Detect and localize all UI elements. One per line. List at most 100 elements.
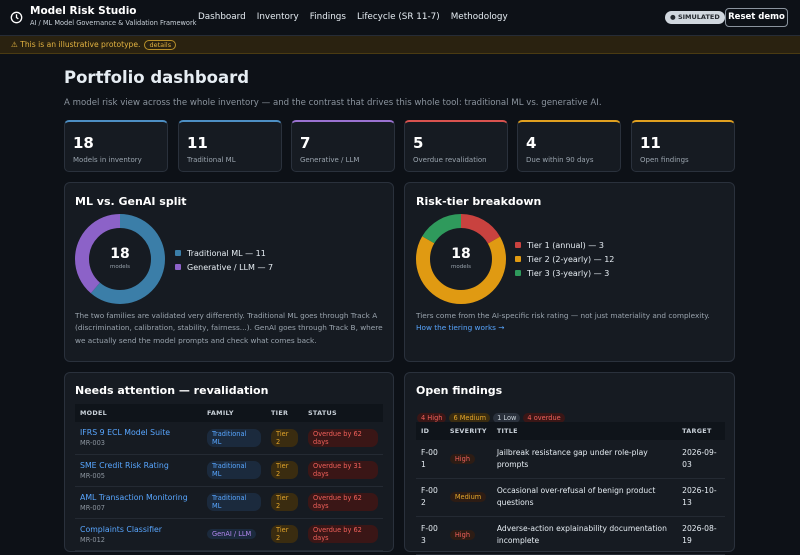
status-cell: Overdue by 31 days [303, 454, 383, 487]
panel-title: Needs attention — revalidation [75, 384, 269, 397]
kpi-card: 7 Generative / LLM [291, 120, 395, 172]
mode-pill: ● SIMULATED [665, 11, 725, 24]
model-name[interactable]: IFRS 9 ECL Model Suite [80, 428, 171, 438]
column-header: ID [416, 422, 445, 440]
model-name[interactable]: AML Transaction Monitoring [80, 492, 188, 502]
status-badge: Overdue by 62 days [308, 493, 378, 511]
status-cell: Overdue by 62 days [303, 518, 383, 551]
tier-cell: Tier 2 [266, 454, 303, 487]
family-cell: Traditional ML [202, 486, 266, 519]
model-row: IFRS 9 ECL Model Suite MR-003 Traditional … [75, 422, 383, 455]
finding-title: Occasional over-refusal of benign produc… [491, 478, 678, 517]
kpi-value: 5 [413, 134, 424, 152]
column-header: TIER [266, 404, 303, 422]
legend: Tier 1 (annual) — 3 Tier 2 (2-yearly) — 1… [515, 238, 614, 280]
donut-total: 18 [451, 246, 470, 262]
kpi-label: Due within 90 days [526, 156, 594, 164]
legend-entry: Tier 2 (2-yearly) — 12 [515, 252, 614, 266]
chip: 1 Low [493, 413, 521, 423]
page-title: Portfolio dashboard [64, 68, 250, 87]
model-cell: SME Credit Risk Rating MR-005 [75, 454, 202, 487]
app-subtitle: AI / ML Model Governance & Validation Fr… [30, 19, 197, 27]
status-badge: Overdue by 62 days [308, 428, 378, 447]
kpi-label: Traditional ML [187, 156, 236, 164]
kpi-card: 11 Traditional ML [178, 120, 282, 172]
legend-label: Tier 3 (3-yearly) — 3 [527, 268, 610, 278]
column-header: TARGET [677, 422, 725, 440]
chip: 4 High [417, 413, 447, 423]
panel-title: Open findings [416, 384, 503, 397]
legend-entry: Generative / LLM — 7 [175, 260, 273, 274]
model-id: MR-003 [80, 439, 105, 448]
column-header: TITLE [491, 422, 678, 440]
tiering-link[interactable]: How the tiering works → [416, 323, 505, 333]
status-cell: Overdue by 62 days [303, 422, 383, 455]
panel-title: Risk-tier breakdown [416, 195, 542, 208]
tier-badge: Tier 2 [271, 525, 298, 543]
kpi-label: Overdue revalidation [413, 156, 487, 164]
finding-id: F-001 [416, 440, 445, 479]
kpi-value: 4 [526, 134, 537, 152]
tier-badge: Tier 2 [271, 493, 298, 511]
legend: Traditional ML — 11 Generative / LLM — 7 [175, 246, 273, 274]
note-text: Tiers come from the AI-specific risk rat… [416, 311, 710, 320]
legend-swatch [175, 264, 181, 270]
header-row: MODEL FAMILY TIER STATUS [75, 404, 383, 422]
donut-unit: models [110, 264, 130, 270]
model-id: MR-007 [80, 503, 105, 512]
model-cell: Complaints Classifier MR-012 [75, 518, 202, 551]
tier-badge: Tier 2 [271, 461, 298, 479]
severity-cell: High [444, 440, 492, 479]
banner-text: This is an illustrative prototype. [20, 40, 141, 49]
severity-badge: Medium [449, 492, 487, 502]
kpi-card: 4 Due within 90 days [517, 120, 621, 172]
legend-entry: Tier 3 (3-yearly) — 3 [515, 266, 614, 280]
nav-link[interactable]: Methodology [450, 12, 508, 22]
legend-label: Generative / LLM — 7 [187, 262, 274, 272]
family-cell: Traditional ML [202, 454, 266, 487]
kpi-value: 18 [73, 134, 94, 152]
model-cell: IFRS 9 ECL Model Suite MR-003 [75, 422, 202, 455]
finding-title: Adverse-action explainability documentat… [491, 516, 678, 555]
finding-target: 2026-08-19 [677, 516, 725, 555]
tier-badge: Tier 2 [271, 428, 298, 447]
family-badge: Traditional ML [207, 461, 261, 479]
kpi-value: 7 [300, 134, 311, 152]
kpi-label: Models in inventory [73, 156, 142, 164]
finding-title: Jailbreak resistance gap under role-play… [491, 440, 678, 479]
model-row: SME Credit Risk Rating MR-005 Traditional … [75, 454, 383, 487]
banner: ⚠ This is an illustrative prototype. deta… [0, 36, 800, 54]
finding-row: F-003 High Adverse-action explainability d… [416, 516, 725, 555]
finding-chips: 4 High 6 Medium 1 Low 4 overdue [417, 405, 568, 424]
donut: 18 models [75, 214, 165, 304]
severity-badge: High [449, 453, 475, 464]
model-id: MR-012 [80, 535, 105, 544]
finding-row: F-001 High Jailbreak resistance gap under … [416, 440, 725, 479]
findings-table: ID SEVERITY TITLE TARGET F-001 High Jailbreak … [416, 422, 725, 555]
model-id: MR-005 [80, 471, 105, 480]
reset-button[interactable]: Reset demo [725, 8, 788, 27]
app-title: Model Risk Studio [30, 5, 137, 17]
details-link[interactable]: details [144, 40, 177, 50]
kpi-value: 11 [187, 134, 208, 152]
tier-cell: Tier 2 [266, 518, 303, 551]
donut-arc [416, 214, 506, 304]
legend-swatch [515, 256, 521, 262]
model-name[interactable]: SME Credit Risk Rating [80, 460, 169, 470]
legend-label: Traditional ML — 11 [187, 248, 266, 258]
chip: 4 overdue [523, 413, 565, 423]
tier-panel: Risk-tier breakdown 18 models Tier 1 (ann… [404, 182, 735, 362]
chip: 6 Medium [449, 413, 491, 423]
nav-link[interactable]: Findings [309, 12, 346, 22]
nav-link[interactable]: Lifecycle (SR 11-7) [356, 12, 440, 22]
model-name[interactable]: Complaints Classifier [80, 524, 163, 534]
kpi-card: 18 Models in inventory [64, 120, 168, 172]
finding-id: F-003 [416, 516, 445, 555]
finding-id: F-002 [416, 478, 445, 517]
nav-link[interactable]: Inventory [256, 12, 299, 22]
column-header: SEVERITY [444, 422, 492, 440]
legend-entry: Traditional ML — 11 [175, 246, 273, 260]
status-badge: Overdue by 62 days [308, 525, 378, 543]
nav-link[interactable]: Dashboard [198, 12, 246, 22]
legend-entry: Tier 1 (annual) — 3 [515, 238, 614, 252]
